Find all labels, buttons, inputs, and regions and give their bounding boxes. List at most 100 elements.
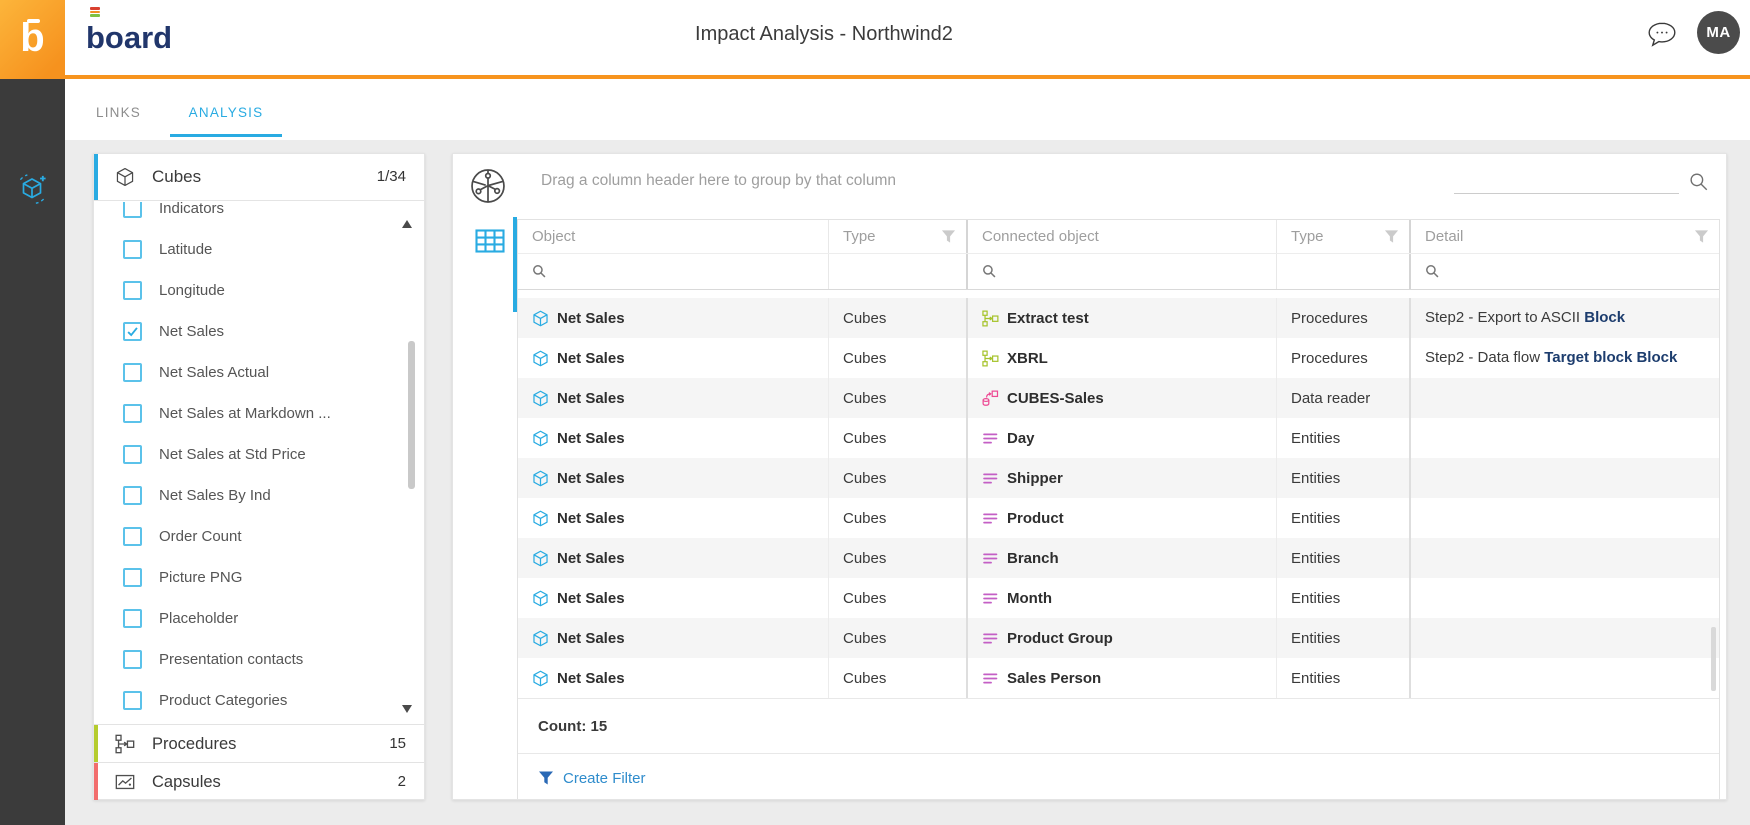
checkbox-unchecked[interactable]: [123, 609, 142, 628]
cube-item-label: Presentation contacts: [159, 651, 304, 668]
column-header-type[interactable]: Type: [829, 220, 968, 253]
table-row[interactable]: Net Sales Cubes Product Group Entities: [518, 618, 1719, 658]
cube-list-item[interactable]: Net Sales By Ind: [94, 475, 424, 516]
checkbox-unchecked[interactable]: [123, 568, 142, 587]
column-header-connected-object[interactable]: Connected object: [968, 220, 1277, 253]
impact-analysis-panel: Drag a column header here to group by th…: [452, 153, 1727, 800]
table-row[interactable]: Net Sales Cubes XBRL Procedures Step2 - Data…: [518, 338, 1719, 378]
table-scrollbar-thumb[interactable]: [1711, 627, 1716, 691]
column-filter-row: [518, 253, 1719, 290]
cube-item-label: Latitude: [159, 241, 213, 258]
cube-list-item[interactable]: Placeholder: [94, 598, 424, 639]
object-name: Net Sales: [557, 509, 625, 527]
column-filter-object[interactable]: [518, 254, 829, 289]
checkbox-unchecked[interactable]: [123, 363, 142, 382]
cube-icon: [532, 670, 549, 687]
cube-list-item[interactable]: Product Categories: [94, 680, 424, 721]
type-cell: Cubes: [829, 458, 968, 498]
detail-cell: Step2 - Data flow Target block Block: [1411, 338, 1719, 378]
column-filter-connected-object[interactable]: [968, 254, 1277, 289]
column-filter-type2[interactable]: [1277, 254, 1411, 289]
checkbox-unchecked[interactable]: [123, 202, 142, 218]
procedures-section-header[interactable]: Procedures 15: [94, 724, 424, 762]
checkbox-unchecked[interactable]: [123, 527, 142, 546]
scroll-down-icon[interactable]: [402, 705, 412, 713]
chat-button[interactable]: [1646, 21, 1680, 51]
cube-workspace-icon[interactable]: [15, 172, 49, 206]
filter-funnel-icon[interactable]: [1694, 229, 1709, 244]
cube-icon: [532, 310, 549, 327]
cube-list-item[interactable]: Latitude: [94, 229, 424, 270]
create-filter-button[interactable]: Create Filter: [518, 753, 1719, 799]
connected-type-value: Entities: [1291, 589, 1341, 607]
table-row[interactable]: Net Sales Cubes Day Entities: [518, 418, 1719, 458]
connected-type-cell: Entities: [1277, 538, 1411, 578]
tab-analysis[interactable]: ANALYSIS: [188, 105, 264, 120]
table-row[interactable]: Net Sales Cubes Month Entities: [518, 578, 1719, 618]
table-row[interactable]: Net Sales Cubes Branch Entities: [518, 538, 1719, 578]
type-cell: Cubes: [829, 538, 968, 578]
graph-view-button[interactable]: [469, 167, 509, 207]
cube-icon: [532, 390, 549, 407]
column-header-type2[interactable]: Type: [1277, 220, 1411, 253]
connected-type-value: Entities: [1291, 509, 1341, 527]
table-view-button[interactable]: [475, 226, 507, 258]
detail-text: Step2 - Export to ASCII: [1425, 309, 1585, 326]
type-value: Cubes: [843, 309, 887, 327]
list-scrollbar-thumb[interactable]: [408, 341, 415, 489]
group-by-drop-zone[interactable]: Drag a column header here to group by th…: [541, 172, 896, 189]
checkbox-checked[interactable]: [123, 322, 142, 341]
connected-object-name: Day: [1007, 429, 1035, 447]
detail-cell: [1411, 578, 1719, 618]
checkbox-unchecked[interactable]: [123, 445, 142, 464]
checkbox-unchecked[interactable]: [123, 691, 142, 710]
tab-links[interactable]: LINKS: [96, 105, 142, 120]
cube-list-item[interactable]: Picture PNG: [94, 557, 424, 598]
detail-bold-text: Block: [1584, 309, 1626, 326]
type-value: Cubes: [843, 469, 887, 487]
column-filter-detail[interactable]: [1411, 254, 1719, 289]
type-value: Cubes: [843, 389, 887, 407]
connected-type-cell: Procedures: [1277, 338, 1411, 378]
cubes-section-header[interactable]: Cubes 1/34: [94, 154, 424, 201]
board-logo-button[interactable]: b: [0, 0, 65, 79]
cube-list-item[interactable]: Longitude: [94, 270, 424, 311]
cube-list-item[interactable]: Net Sales at Std Price: [94, 434, 424, 475]
cube-list-item[interactable]: Indicators: [94, 202, 424, 229]
search-icon[interactable]: [1689, 172, 1709, 192]
checkbox-unchecked[interactable]: [123, 486, 142, 505]
checkbox-unchecked[interactable]: [123, 650, 142, 669]
filter-funnel-icon[interactable]: [941, 229, 956, 244]
table-row[interactable]: Net Sales Cubes Product Entities: [518, 498, 1719, 538]
table-row[interactable]: Net Sales Cubes Extract test Procedures Step…: [518, 298, 1719, 338]
connected-object-cell: Month: [968, 578, 1277, 618]
column-header-object[interactable]: Object: [518, 220, 829, 253]
scroll-up-icon[interactable]: [402, 220, 412, 228]
cube-list-item[interactable]: Net Sales: [94, 311, 424, 352]
cube-list-item[interactable]: Presentation contacts: [94, 639, 424, 680]
cube-list-item[interactable]: Net Sales at Markdown ...: [94, 393, 424, 434]
cube-icon: [532, 510, 549, 527]
capsules-section-header[interactable]: Capsules 2: [94, 762, 424, 800]
user-avatar[interactable]: MA: [1697, 11, 1740, 54]
create-filter-label: Create Filter: [563, 769, 646, 787]
table-row[interactable]: Net Sales Cubes CUBES-Sales Data reader: [518, 378, 1719, 418]
cube-list-item[interactable]: Net Sales Actual: [94, 352, 424, 393]
checkbox-unchecked[interactable]: [123, 240, 142, 259]
entity-icon: [982, 470, 999, 487]
filter-funnel-icon[interactable]: [1384, 229, 1399, 244]
table-row[interactable]: Net Sales Cubes Sales Person Entities: [518, 658, 1719, 698]
connected-object-name: XBRL: [1007, 349, 1048, 367]
checkbox-unchecked[interactable]: [123, 281, 142, 300]
connected-type-value: Entities: [1291, 669, 1341, 687]
cube-item-label: Order Count: [159, 528, 242, 545]
checkbox-unchecked[interactable]: [123, 404, 142, 423]
column-filter-type[interactable]: [829, 254, 968, 289]
board-b-icon: b: [0, 10, 65, 66]
datareader-icon: [982, 390, 999, 407]
cube-list-item[interactable]: Order Count: [94, 516, 424, 557]
board-logotype: board: [86, 20, 173, 55]
column-header-detail[interactable]: Detail: [1411, 220, 1719, 253]
search-input[interactable]: [1454, 168, 1679, 194]
table-row[interactable]: Net Sales Cubes Shipper Entities: [518, 458, 1719, 498]
